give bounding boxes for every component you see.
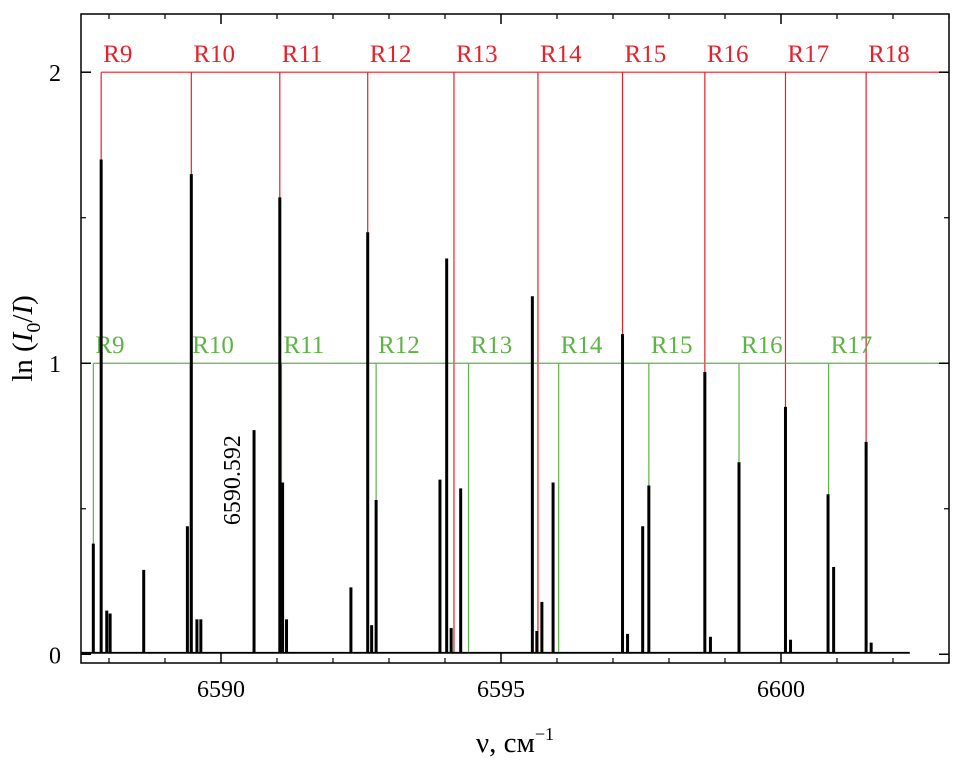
spectrum-layer (81, 159, 910, 654)
red_series-label-R13: R13 (456, 41, 498, 68)
peak-annotation: 6590.592 (220, 435, 246, 525)
y-tick-label: 1 (49, 352, 61, 378)
y-axis-title: ln (I0/I) (7, 295, 45, 382)
green_series-label-R16: R16 (741, 332, 783, 359)
red_series-label-R12: R12 (370, 41, 412, 68)
x-axis-title: ν, см−1 (476, 724, 554, 759)
red_series-label-R18: R18 (868, 41, 910, 68)
green_series-label-R12: R12 (378, 332, 420, 359)
red_series-label-R11: R11 (282, 41, 323, 68)
red_series-label-R16: R16 (707, 41, 749, 68)
green_series-label-R10: R10 (192, 332, 234, 359)
x-tick-label: 6590 (197, 677, 245, 703)
red_series-label-R10: R10 (193, 41, 235, 68)
ticks-layer: 6590 6595 6600 0 1 2 (49, 14, 950, 703)
red_series-label-R14: R14 (540, 41, 582, 68)
red_series-label-R17: R17 (787, 41, 829, 68)
green_series-label-R14: R14 (561, 332, 603, 359)
green_series-label-R11: R11 (283, 332, 324, 359)
green_series-label-R17: R17 (831, 332, 873, 359)
y-tick-label: 2 (49, 61, 61, 87)
x-tick-label: 6600 (757, 677, 805, 703)
green_series-label-R13: R13 (471, 332, 513, 359)
red_series-label-R9: R9 (103, 41, 132, 68)
red_series-label-R15: R15 (625, 41, 667, 68)
green_series-label-R15: R15 (651, 332, 693, 359)
x-tick-label: 6595 (477, 677, 525, 703)
plot-frame (80, 13, 950, 664)
y-tick-label: 0 (49, 643, 61, 669)
